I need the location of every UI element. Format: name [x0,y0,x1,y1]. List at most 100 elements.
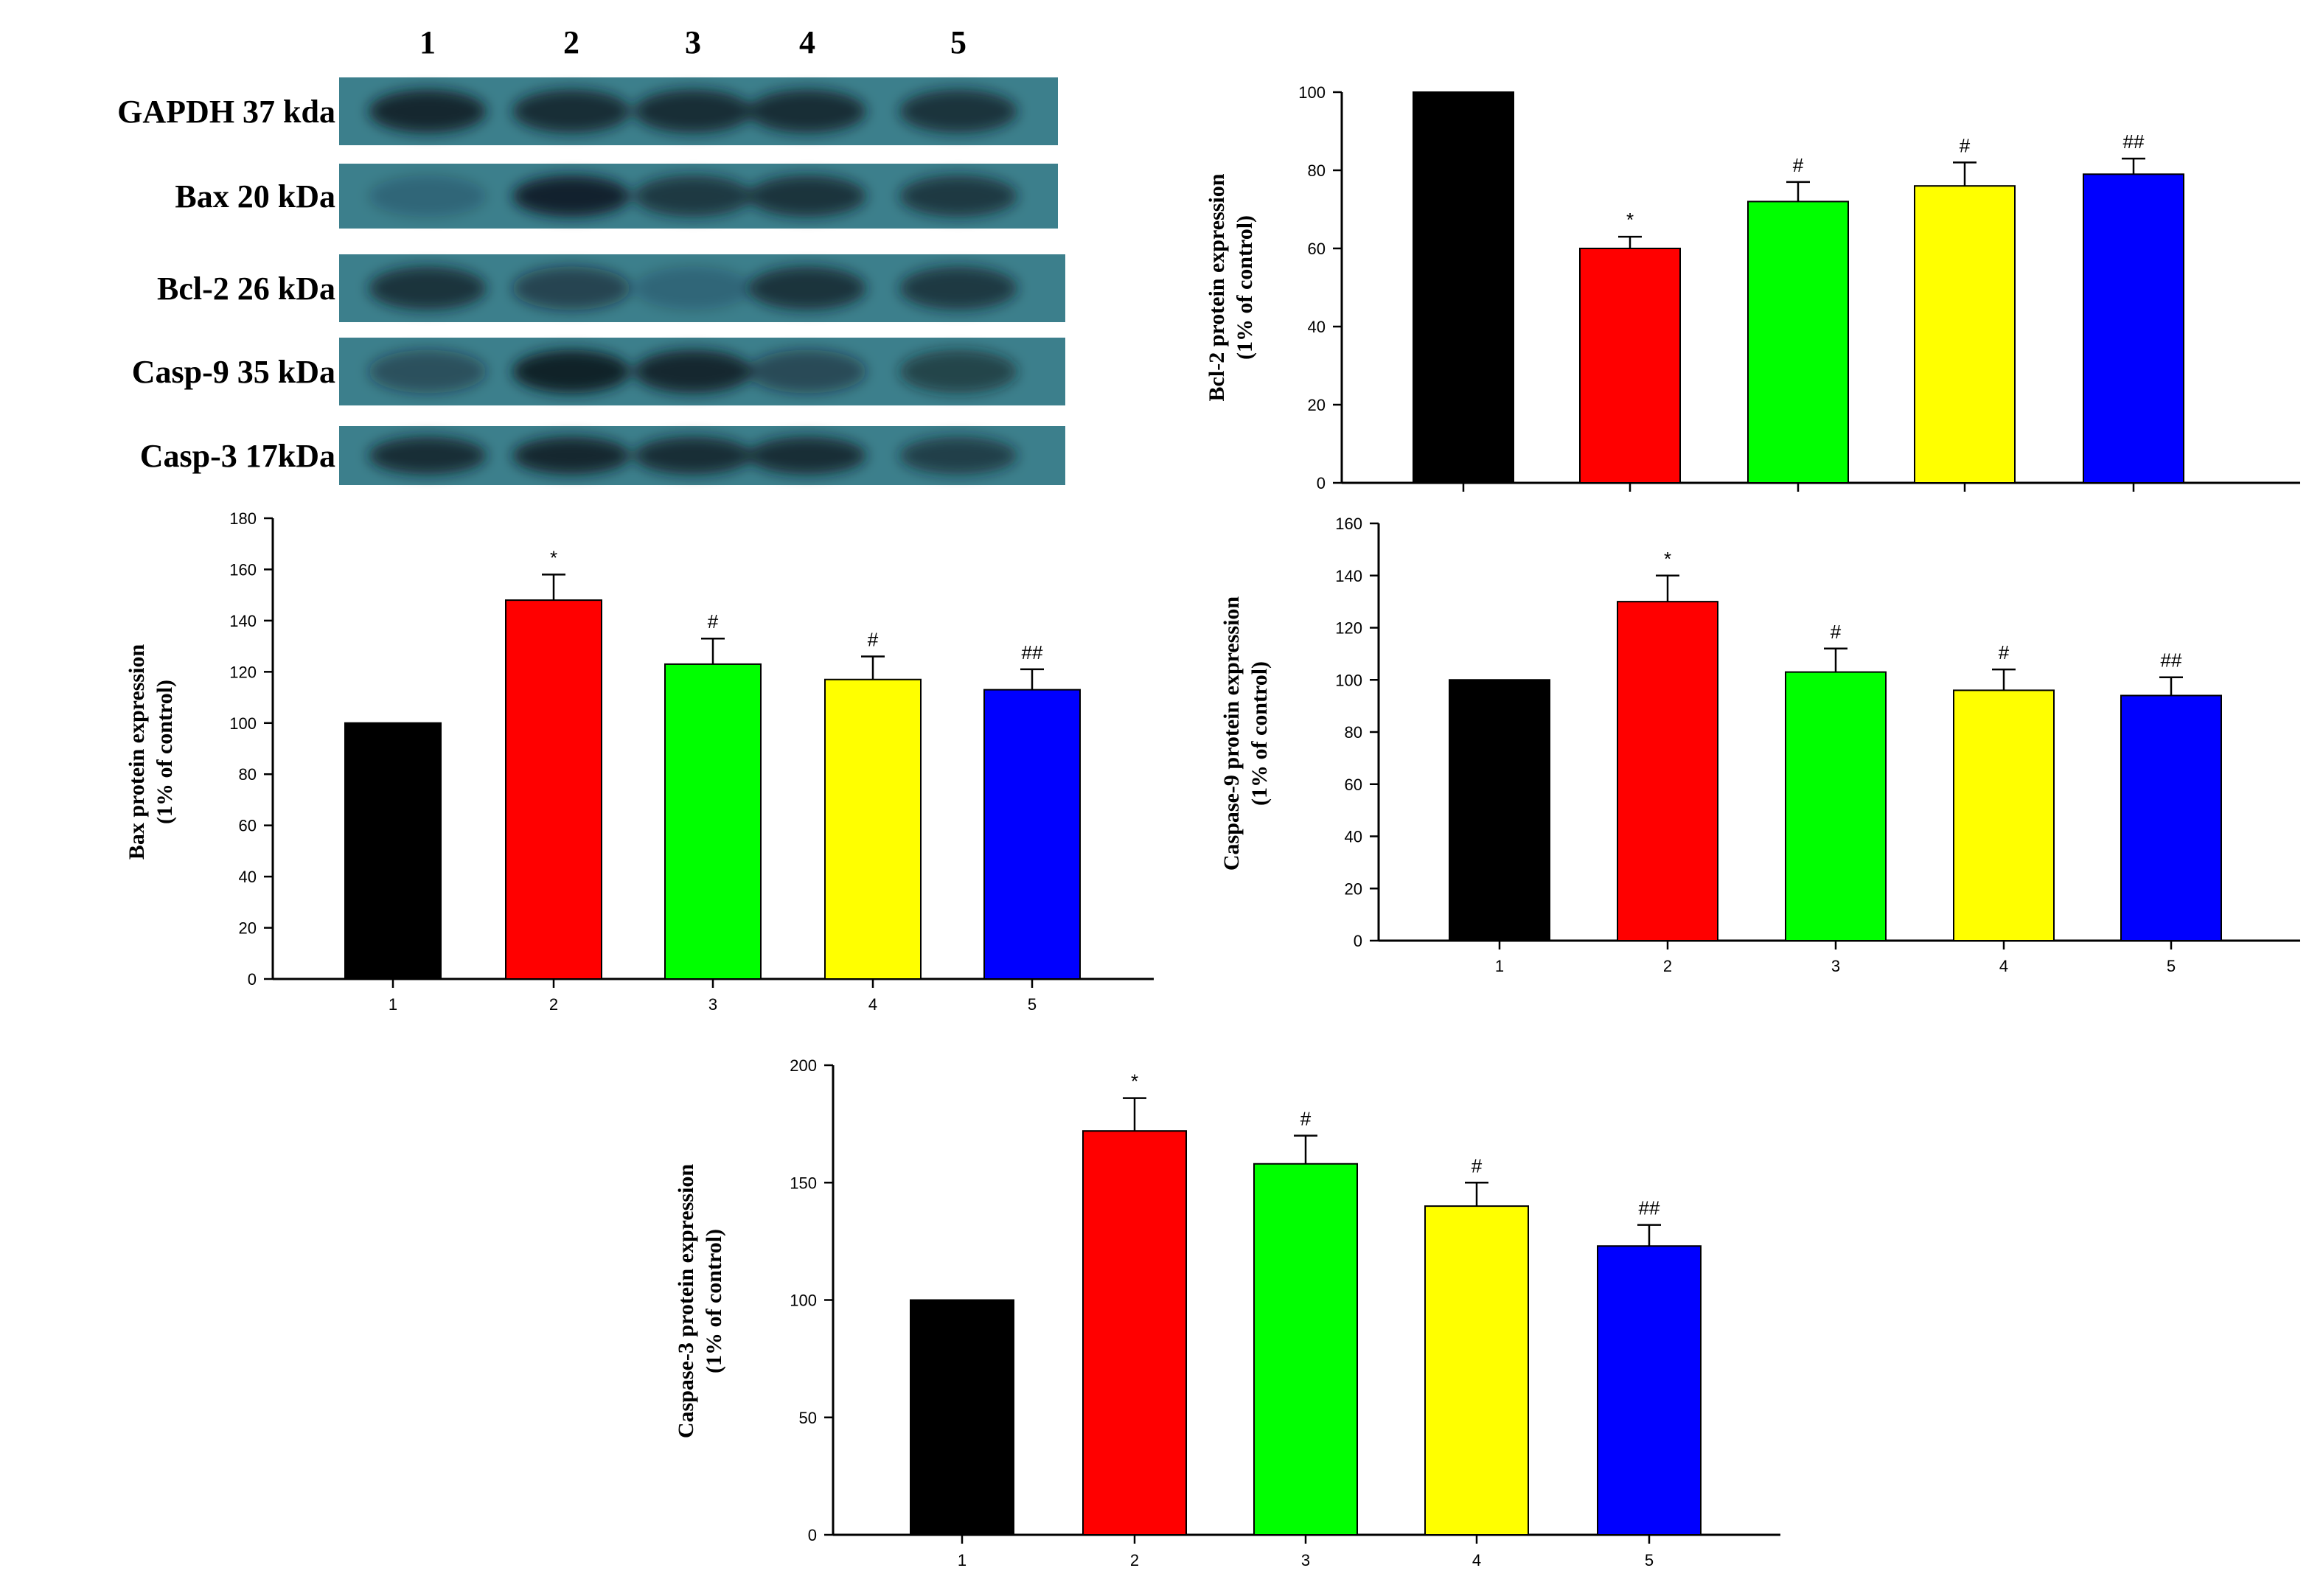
x-tick-label: 3 [1301,1551,1310,1569]
bar-5 [1597,1245,1702,1536]
y-axis-title: Bax protein expression (1% of control) [125,644,177,860]
y-axis-title: Caspase-9 protein expression (1% of contr… [1219,596,1272,871]
bar-4 [1914,185,2016,484]
y-tick-label: 100 [229,714,257,733]
significance-mark: * [1664,548,1671,570]
blot-band [369,266,487,310]
lane-label-3: 3 [685,24,701,60]
western-blot-panel: 1 2 3 4 5 GAPDH 37 kda Bax 20 kDa Bcl-2 26 kDa C… [117,24,1065,485]
blot-band [899,89,1017,133]
lane-label-4: 4 [799,24,815,60]
bar-1 [1449,679,1550,941]
significance-mark: * [1131,1070,1138,1093]
x-tick-label: 1 [958,1551,967,1569]
y-tick-label: 40 [239,868,257,886]
bar-2 [1579,248,1681,484]
blot-band [899,175,1017,217]
significance-mark: # [868,629,879,651]
blot-band [748,175,866,217]
y-axis-title-line2: (1% of control) [1233,215,1257,360]
x-tick-label: 2 [1130,1551,1139,1569]
bar-2 [1617,601,1718,941]
blot-bands [369,349,1017,394]
blot-band [748,89,866,133]
blot-band [369,89,487,133]
caspase3-chart: 0 50 100 150 200 Caspase-3 protein expression… [674,1056,1780,1569]
bar-1 [1413,91,1514,484]
y-tick-label: 40 [1308,318,1326,336]
y-tick-label: 50 [799,1409,817,1427]
y-axis-title: Bcl-2 protein expression (1% of control) [1205,173,1257,401]
blot-band [634,89,752,133]
y-tick-label: 0 [808,1526,817,1544]
y-tick-label: 40 [1345,828,1362,846]
y-tick-label: 100 [790,1292,817,1310]
significance-mark: # [1960,134,1971,156]
blot-band [369,175,487,217]
y-tick-label: 180 [229,509,257,528]
x-tick-label: 2 [549,995,558,1014]
blot-band [512,266,630,310]
bar-2 [505,599,602,980]
y-tick-label: 120 [229,663,257,681]
bar-4 [1953,689,2055,942]
significance-mark: * [550,546,557,568]
bar-5 [2120,694,2222,941]
y-tick-label: 150 [790,1174,817,1192]
blot-band [634,436,752,475]
y-tick-label: 20 [239,919,257,938]
blot-band [369,349,487,394]
y-tick-label: 140 [1335,567,1362,585]
blot-row-label: Bcl-2 26 kDa [157,271,335,307]
x-tick-label: 5 [2167,957,2176,975]
bar-5 [2083,173,2184,484]
blot-band [634,349,752,394]
y-axis-title-line1: Caspase-9 protein expression [1219,596,1244,871]
blot-row-label: Casp-9 35 kDa [132,354,335,390]
significance-mark: ## [2123,130,2145,153]
blot-band [512,175,630,217]
blot-band [512,436,630,475]
blot-band [634,266,752,310]
blot-bands [369,436,1017,475]
y-tick-label: 160 [1335,515,1362,533]
bar-3 [664,663,762,980]
y-tick-label: 100 [1298,83,1326,102]
blot-band [634,175,752,217]
significance-mark: # [1999,641,2010,663]
y-tick-label: 160 [229,560,257,579]
y-axis-title-line2: (1% of control) [702,1229,726,1373]
y-tick-label: 80 [1308,161,1326,180]
y-axis-title-line1: Bcl-2 protein expression [1205,173,1229,401]
significance-mark: # [1793,154,1804,176]
x-tick-label: 1 [1495,957,1504,975]
y-tick-label: 120 [1335,619,1362,638]
bar-5 [983,689,1081,980]
blot-band [512,349,630,394]
lane-label-5: 5 [950,24,967,60]
y-tick-label: 200 [790,1056,817,1075]
y-tick-label: 60 [1308,240,1326,258]
y-tick-label: 60 [239,817,257,835]
x-tick-label: 3 [1831,957,1840,975]
significance-mark: ## [1639,1197,1660,1219]
x-tick-label: 5 [1028,995,1037,1014]
blot-band [899,349,1017,394]
significance-mark: # [1831,621,1842,643]
bar-1 [344,722,442,980]
y-tick-label: 80 [239,765,257,784]
y-axis-title: Caspase-3 protein expression (1% of contr… [674,1164,726,1439]
bax-chart: 0 20 40 60 80 100 120 140 160 180 Bax protein expr… [125,509,1154,1014]
significance-mark: # [1300,1108,1312,1130]
x-tick-label: 5 [1645,1551,1654,1569]
blot-bands [369,175,1017,217]
bcl2-chart: 0 20 40 60 80 100 Bcl-2 protein expression (1% … [1205,83,2300,492]
y-axis-title-line1: Bax protein expression [125,644,149,860]
y-axis-title-line2: (1% of control) [1247,661,1272,806]
bar-3 [1253,1163,1358,1536]
blot-bands [369,89,1017,133]
lane-label-1: 1 [419,24,436,60]
bar-4 [1424,1205,1529,1536]
blot-band [899,436,1017,475]
